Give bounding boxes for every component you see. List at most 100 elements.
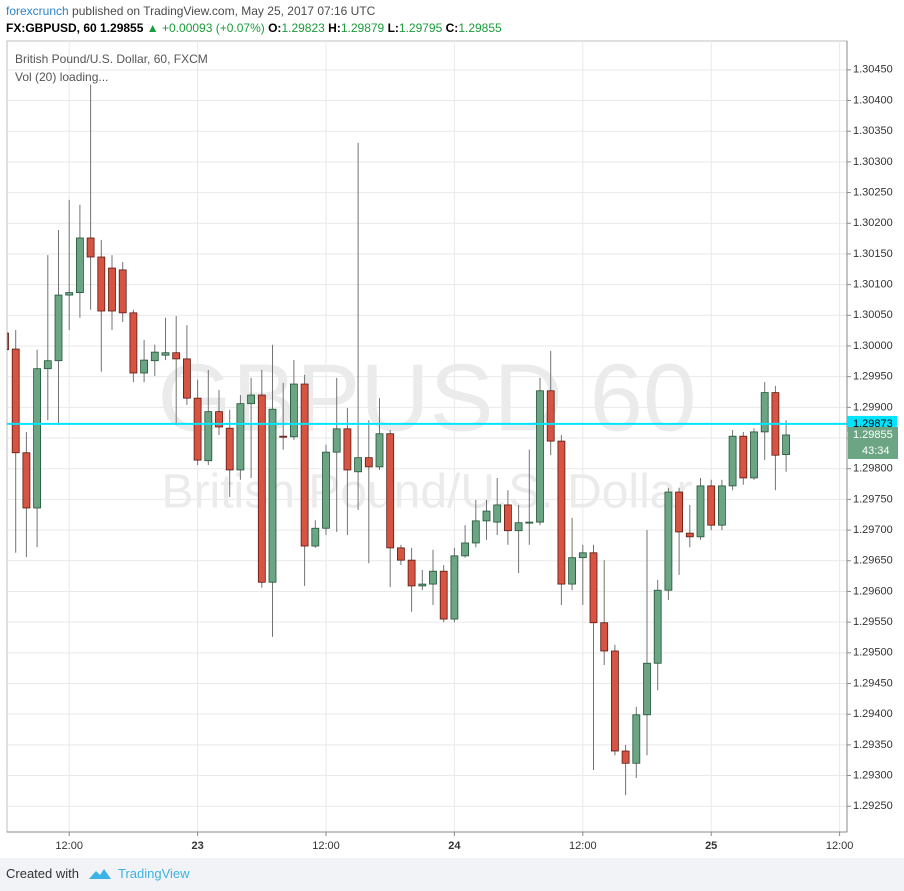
candle-body xyxy=(322,451,330,529)
y-tick-label: 1.29550 xyxy=(853,616,893,628)
candle-body xyxy=(514,522,523,532)
candle-body xyxy=(418,583,427,587)
axes: 1.29250 1.29300 1.29350 1.29400 1.29450 1.295… xyxy=(55,64,898,852)
candle-body xyxy=(215,411,223,428)
candle-body xyxy=(97,256,106,312)
y-tick-label: 1.30250 xyxy=(853,186,893,198)
candle-body xyxy=(343,428,352,471)
candle-body xyxy=(236,403,245,471)
created-with: Created with xyxy=(6,866,79,881)
candle-body xyxy=(129,312,138,374)
candle-body xyxy=(643,662,651,716)
candle-body xyxy=(33,368,41,509)
x-tick-label: 12:00 xyxy=(312,840,340,852)
candle-body xyxy=(204,411,213,462)
y-tick-label: 1.29500 xyxy=(853,647,893,659)
y-tick-label: 1.30000 xyxy=(853,340,893,352)
y-tick-label: 1.29700 xyxy=(853,524,893,536)
candle-body xyxy=(86,237,95,258)
candle-body xyxy=(450,555,459,620)
y-tick-label: 1.29350 xyxy=(853,739,893,751)
chart-title: British Pound/U.S. Dollar, 60, FXCM xyxy=(15,52,208,66)
candle-body xyxy=(482,510,491,522)
candle-body xyxy=(7,332,9,351)
y-tick-label: 1.29950 xyxy=(853,371,893,383)
y-tick-label: 1.29300 xyxy=(853,769,893,781)
candle-body xyxy=(750,431,758,479)
candle-body xyxy=(471,520,480,544)
candle-body xyxy=(557,440,566,585)
candle-body xyxy=(108,267,116,312)
candle-body xyxy=(611,650,619,752)
candle-body xyxy=(161,352,170,356)
candle-body xyxy=(65,292,74,296)
candle-body xyxy=(279,435,288,438)
x-tick-label: 23 xyxy=(191,840,203,852)
candle-body xyxy=(22,452,31,509)
candle-body xyxy=(311,527,320,547)
y-tick-label: 1.30400 xyxy=(853,94,893,106)
published: published on TradingView.com, May 25, 20… xyxy=(72,4,376,18)
candle-body xyxy=(782,434,790,456)
candle-body xyxy=(247,394,256,405)
header-line-1: forexcrunch published on TradingView.com… xyxy=(6,3,502,20)
high-label: H: xyxy=(328,21,341,35)
candle-body xyxy=(172,352,181,360)
chart: GBPUSD 60 British Pound/U.S. Dollar Brit… xyxy=(6,40,898,852)
watermark-name: British Pound/U.S. Dollar xyxy=(162,466,693,519)
x-tick-label: 12:00 xyxy=(569,840,597,852)
candle-body xyxy=(525,521,534,524)
footer: Created with TradingView xyxy=(0,858,904,891)
close: 1.29855 xyxy=(458,21,502,35)
candle-body xyxy=(578,552,587,559)
candle-body xyxy=(386,433,395,549)
candle-body xyxy=(653,589,662,664)
candle-body xyxy=(760,392,769,433)
last: 1.29855 xyxy=(100,21,144,35)
candle-body xyxy=(396,547,405,561)
x-tick-label: 24 xyxy=(448,840,461,852)
candle-body xyxy=(375,433,384,468)
candle-body xyxy=(300,383,309,547)
candle-body xyxy=(118,269,127,314)
candle-body xyxy=(182,358,191,399)
high: 1.29879 xyxy=(340,21,385,35)
candle-body xyxy=(728,435,737,487)
symbol: FX:GBPUSD, 60 xyxy=(6,21,97,35)
brand[interactable]: TradingView xyxy=(118,866,190,881)
y-tick-label: 1.29250 xyxy=(853,800,893,812)
y-tick-label: 1.30150 xyxy=(853,248,893,260)
candle-body xyxy=(696,485,705,538)
y-tick-label: 1.30350 xyxy=(853,125,893,137)
candle-body xyxy=(268,408,277,583)
candle-body xyxy=(503,504,512,532)
candle-body xyxy=(11,348,20,454)
candle-body xyxy=(707,485,716,526)
candle-body xyxy=(76,237,84,293)
candle-body xyxy=(493,504,502,523)
y-tick-label: 1.30300 xyxy=(853,156,893,168)
low: 1.29795 xyxy=(398,21,443,35)
x-tick-label: 12:00 xyxy=(55,840,83,852)
candle-body xyxy=(407,559,416,587)
candle-body xyxy=(589,552,598,624)
last-price-tag xyxy=(848,426,898,459)
candles xyxy=(7,84,847,796)
candle-body xyxy=(461,542,470,557)
y-tick-label: 1.30100 xyxy=(853,279,893,291)
candle-body xyxy=(364,457,373,468)
candle-body xyxy=(685,532,694,538)
candle-body xyxy=(257,394,266,583)
y-tick-label: 1.30450 xyxy=(853,64,893,76)
header-line-2: FX:GBPUSD, 60 1.29855 ▲ +0.00093 (+0.07%… xyxy=(6,20,502,37)
candle-body xyxy=(536,390,544,523)
open: 1.29823 xyxy=(281,21,325,35)
countdown: 43:34 xyxy=(862,445,890,457)
candle-body xyxy=(54,294,63,362)
candle-body xyxy=(439,570,448,620)
y-tick-label: 1.30050 xyxy=(853,309,893,321)
author[interactable]: forexcrunch xyxy=(6,4,69,18)
price-line-label: 1.29873 xyxy=(853,418,893,430)
candle-body xyxy=(289,383,298,438)
